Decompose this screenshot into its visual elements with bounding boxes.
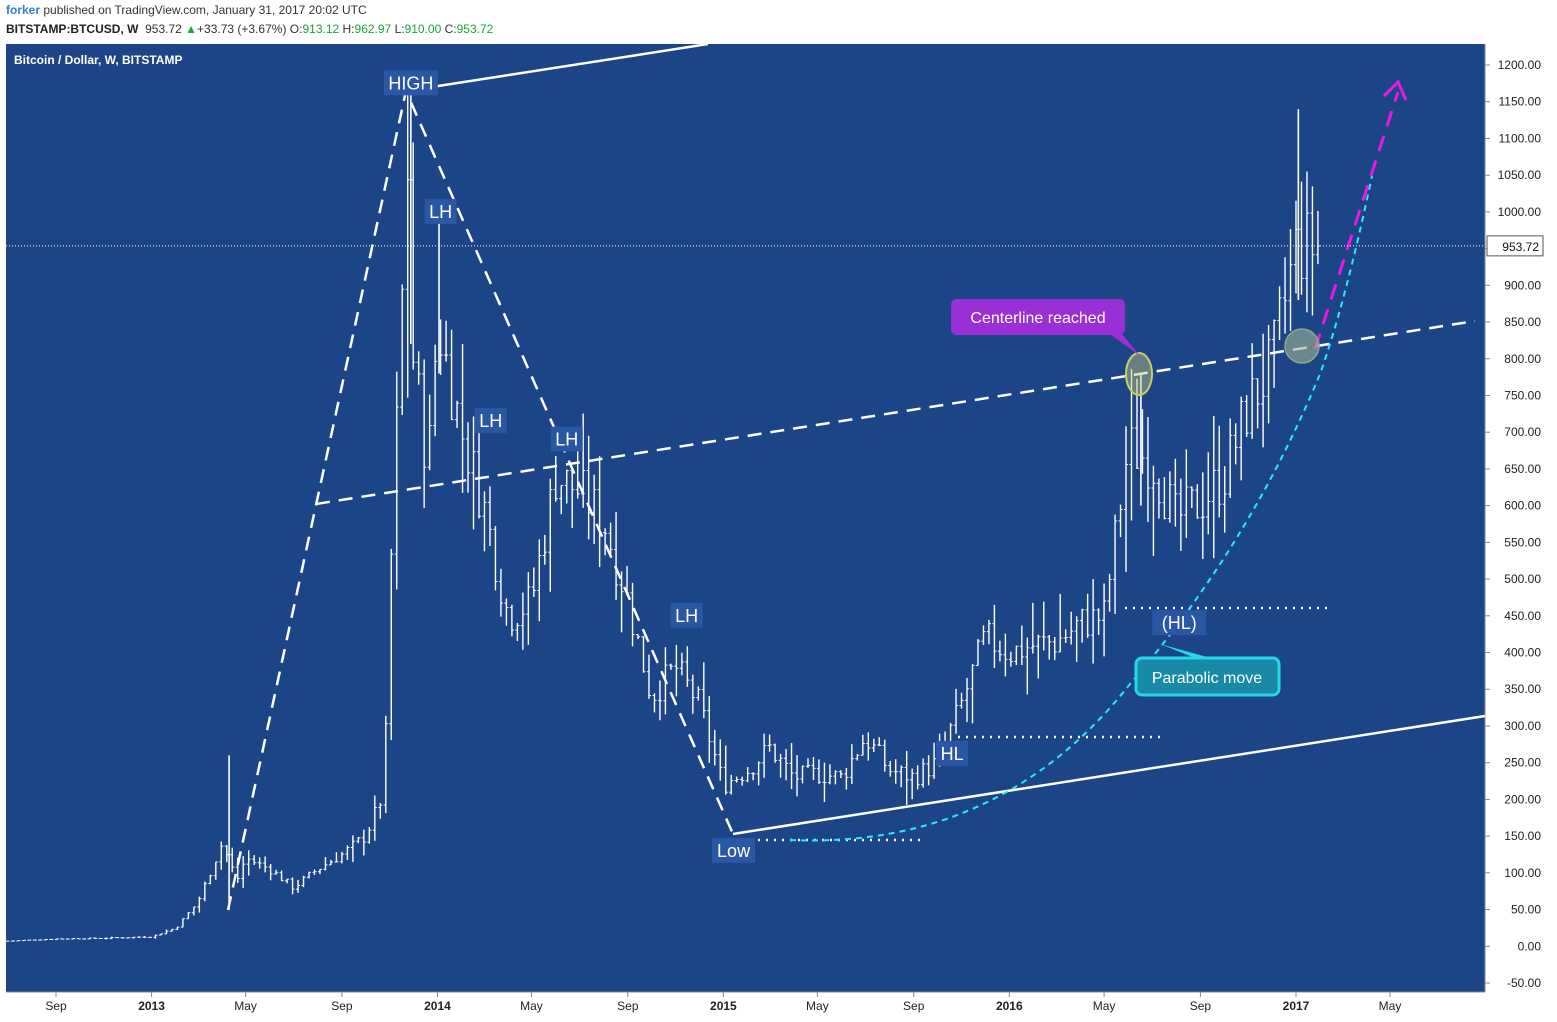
x-tick-label: May — [520, 999, 543, 1013]
y-tick-label: 850.00 — [1504, 315, 1541, 329]
callout-centerline-text: Centerline reached — [970, 310, 1105, 327]
callout-parabolic-box — [1134, 656, 1281, 697]
y-tick-label: 350.00 — [1504, 682, 1541, 696]
author-link[interactable]: forker — [6, 3, 41, 17]
symbol-name: BITSTAMP:BTCUSD, W — [6, 22, 139, 36]
low-value: 910.00 — [404, 22, 442, 36]
price-chart[interactable]: Bitcoin / Dollar, W, BITSTAMP 1200.00 115… — [0, 44, 1557, 1020]
y-tick-label: 450.00 — [1504, 609, 1541, 623]
price-bars — [5, 91, 1320, 942]
annotation-label: LH — [555, 430, 578, 450]
y-tick-label: 150.00 — [1504, 829, 1541, 843]
annotation-box — [550, 426, 583, 452]
y-tick-label: 250.00 — [1504, 756, 1541, 770]
x-tick-label: May — [1379, 999, 1402, 1013]
x-tick-label: Sep — [617, 999, 639, 1013]
annotation-label: (HL) — [1162, 613, 1197, 633]
y-tick-label: 400.00 — [1504, 646, 1541, 660]
annotation-label: HIGH — [388, 73, 433, 93]
x-tick-label: Sep — [331, 999, 353, 1013]
symbol-info: BITSTAMP:BTCUSD, W 953.72 ▲+33.73 (+3.67… — [6, 22, 493, 36]
current-price-label: 953.72 — [1502, 240, 1539, 254]
open-value: 913.12 — [302, 22, 340, 36]
x-tick-label: 2013 — [138, 999, 165, 1013]
y-tick-label: 300.00 — [1504, 719, 1541, 733]
y-tick-label: 650.00 — [1504, 462, 1541, 476]
annotation-box — [712, 837, 756, 863]
annotation-box — [670, 602, 703, 628]
centerline-marker — [1125, 352, 1153, 396]
x-tick-label: 2015 — [710, 999, 737, 1013]
x-tick-label: May — [234, 999, 257, 1013]
annotation-box — [383, 70, 438, 96]
up-arrow-icon: ▲ — [185, 22, 198, 36]
projection-arrow-icon — [1382, 79, 1408, 101]
y-tick-label: 900.00 — [1504, 278, 1541, 292]
y-tick-label: 750.00 — [1504, 388, 1541, 402]
projection-line — [1313, 91, 1400, 350]
x-tick-label: Sep — [903, 999, 925, 1013]
chart-title: Bitcoin / Dollar, W, BITSTAMP — [14, 53, 182, 67]
y-tick-label: 700.00 — [1504, 425, 1541, 439]
time-axis — [0, 992, 1557, 1020]
x-tick-label: Sep — [45, 999, 67, 1013]
y-tick-label: 1200.00 — [1498, 58, 1542, 72]
y-tick-label: -50.00 — [1507, 976, 1541, 990]
annotation-box — [1152, 610, 1207, 636]
annotation-label: HL — [941, 744, 964, 764]
publish-info: forker published on TradingView.com, Jan… — [6, 3, 367, 17]
y-tick-label: 600.00 — [1504, 499, 1541, 513]
x-tick-label: Sep — [1190, 999, 1212, 1013]
callout-pointer — [1110, 334, 1140, 356]
high-label: H: — [342, 22, 355, 36]
last-price: 953.72 — [145, 22, 182, 36]
annotation-box — [424, 198, 457, 224]
y-tick-label: 100.00 — [1504, 866, 1541, 880]
current-price-box — [1486, 235, 1544, 257]
y-tick-label: 800.00 — [1504, 352, 1541, 366]
upper-parallel-line — [405, 44, 709, 93]
x-tick-label: May — [806, 999, 829, 1013]
annotation-label: Low — [717, 841, 751, 861]
annotation-label: LH — [675, 606, 698, 626]
y-tick-label: 1050.00 — [1498, 168, 1542, 182]
current-price: 953.72 — [6, 235, 1544, 257]
breakout-marker — [1284, 328, 1320, 364]
close-label: C: — [444, 22, 457, 36]
annotation-box — [936, 740, 969, 766]
price-axis — [1485, 44, 1557, 992]
callout-parabolic-text: Parabolic move — [1152, 670, 1262, 687]
median-line — [315, 319, 1476, 506]
x-tick-label: 2017 — [1283, 999, 1310, 1013]
annotation-box — [474, 408, 507, 434]
annotations: HIGH LH LH LH LH Low HL (HL) Centerline reached P… — [383, 70, 1281, 863]
lower-parallel-line — [732, 714, 1486, 836]
y-tick-label: 0.00 — [1518, 939, 1542, 953]
high-value: 962.97 — [354, 22, 392, 36]
open-label: O: — [289, 22, 303, 36]
low-label: L: — [394, 22, 405, 36]
x-tick-label: May — [1093, 999, 1116, 1013]
plot-background — [6, 44, 1485, 992]
x-axis-ticks: Sep 2013 May Sep 2014 May Sep 2015 May Sep 2016 May… — [45, 992, 1401, 1013]
close-value: 953.72 — [456, 22, 494, 36]
y-tick-label: 1150.00 — [1499, 95, 1542, 109]
x-tick-label: 2016 — [996, 999, 1023, 1013]
callout-centerline-box — [951, 299, 1125, 335]
y-tick-label: 50.00 — [1511, 903, 1541, 917]
parabolic-curve — [789, 175, 1373, 842]
annotation-label: LH — [479, 411, 502, 431]
annotation-label: LH — [429, 202, 452, 222]
x-tick-label: 2014 — [424, 999, 451, 1013]
y-tick-label: 1100.00 — [1499, 131, 1542, 145]
publish-text: published on TradingView.com, January 31… — [43, 3, 367, 17]
y-tick-label: 500.00 — [1504, 572, 1541, 586]
y-tick-label: 550.00 — [1504, 535, 1541, 549]
y-tick-label: 200.00 — [1504, 792, 1541, 806]
price-change: +33.73 (+3.67%) — [197, 22, 287, 36]
y-tick-label: 1000.00 — [1498, 205, 1542, 219]
